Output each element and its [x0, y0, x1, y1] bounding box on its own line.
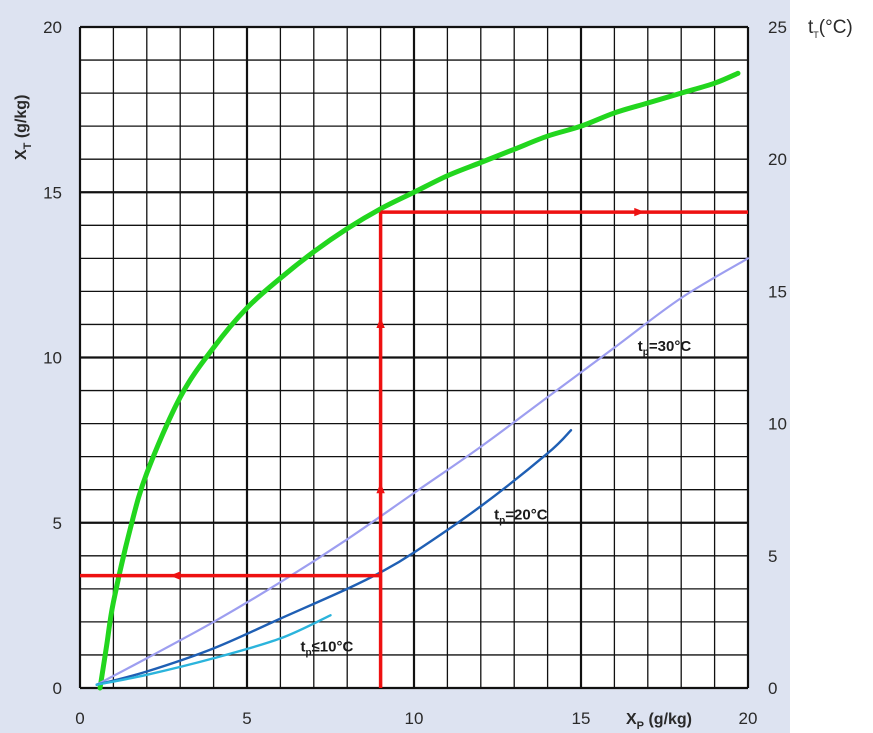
guide-arrow-up-upper — [376, 317, 385, 328]
x-axis-title-main: X — [626, 711, 637, 728]
guide-layer — [80, 207, 748, 688]
y2-tick-label: 5 — [768, 547, 777, 566]
annotation-tp20-main: t — [494, 506, 499, 523]
annotation-tp20-sub: p — [499, 515, 505, 526]
y2-tick-label: 15 — [768, 282, 787, 301]
y-axis-title: XT (g/kg) — [13, 95, 34, 160]
y-axis-title-sub: T — [22, 142, 34, 149]
x-tick-label: 15 — [572, 709, 591, 728]
y-axis-title-unit: (g/kg) — [13, 95, 30, 143]
annotation-tp30-main: t — [638, 338, 643, 355]
x-axis-title-unit: (g/kg) — [644, 711, 692, 728]
y-tick-label: 5 — [53, 514, 62, 533]
series-line-green — [97, 70, 741, 691]
y-axis-title-main: X — [13, 149, 30, 160]
series-line-tp20 — [95, 429, 573, 686]
x-axis-title-sub: P — [637, 720, 644, 732]
right-axis-title-sub: T — [813, 30, 819, 40]
y2-tick-label: 25 — [768, 18, 787, 37]
tick-layer: 0 5 10 15 20 0 5 10 15 20 0 5 10 15 20 25 — [43, 18, 787, 728]
annotation-tp10-main: t — [300, 639, 305, 656]
series-line-tp10 — [95, 614, 332, 686]
guide-arrow-left — [169, 571, 181, 580]
y2-tick-label: 10 — [768, 415, 787, 434]
annotation-tp20: tp=20°C — [494, 506, 548, 526]
series-layer — [95, 70, 750, 691]
x-tick-label: 20 — [739, 709, 758, 728]
right-axis-title: tT(°C) — [808, 17, 853, 40]
series-line-tp30 — [95, 257, 750, 686]
annotation-layer: tp=30°Ctp=20°Ctp≤10°C — [300, 338, 691, 659]
annotation-tp10-sub: p — [305, 648, 311, 659]
y2-tick-label: 20 — [768, 150, 787, 169]
grid-major — [78, 25, 750, 690]
annotation-tp30-rest: =30°C — [649, 338, 691, 355]
y-tick-label: 20 — [43, 18, 62, 37]
y-tick-label: 0 — [53, 679, 62, 698]
right-axis-title-main: t — [808, 17, 814, 38]
guide-arrow-right — [634, 207, 645, 217]
x-axis-title: XP (g/kg) — [626, 711, 692, 732]
right-axis-title-unit: (°C) — [819, 17, 853, 38]
x-tick-label: 0 — [75, 709, 84, 728]
annotation-tp10: tp≤10°C — [300, 639, 353, 659]
y-tick-label: 15 — [43, 183, 62, 202]
annotation-tp20-rest: =20°C — [505, 506, 547, 523]
annotation-tp30: tp=30°C — [638, 338, 692, 358]
x-tick-label: 5 — [242, 709, 251, 728]
y-tick-label: 10 — [43, 349, 62, 368]
annotation-tp30-sub: p — [643, 347, 649, 358]
guide-arrow-up-lower — [376, 482, 385, 494]
annotation-tp10-rest: ≤10°C — [312, 639, 354, 656]
y2-tick-label: 0 — [768, 679, 777, 698]
x-tick-label: 10 — [405, 709, 424, 728]
